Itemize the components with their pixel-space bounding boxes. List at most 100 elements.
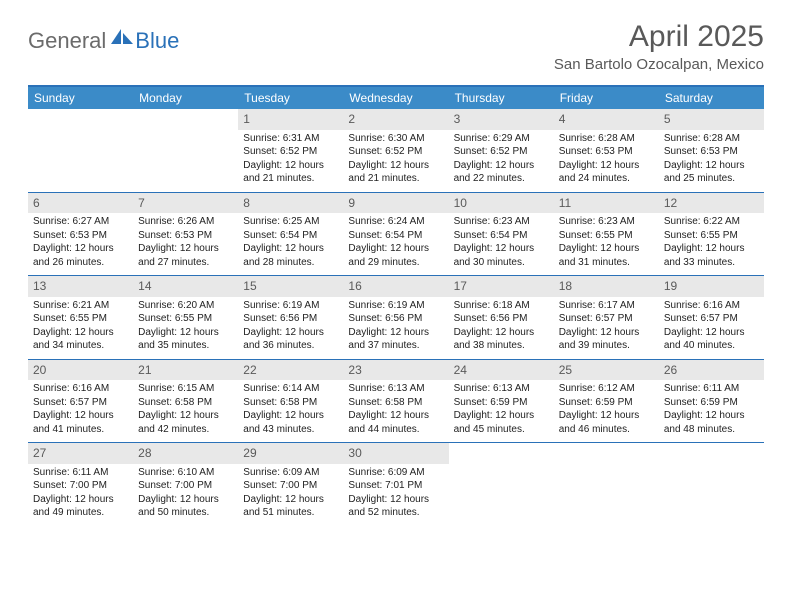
daylight-text: Daylight: 12 hours and 33 minutes. xyxy=(664,242,759,269)
day-header: Friday xyxy=(554,87,659,109)
day-body: Sunrise: 6:28 AMSunset: 6:53 PMDaylight:… xyxy=(659,130,764,192)
day-cell xyxy=(449,443,554,526)
sunrise-text: Sunrise: 6:25 AM xyxy=(243,215,338,229)
sunset-text: Sunset: 6:58 PM xyxy=(138,396,233,410)
day-body: Sunrise: 6:16 AMSunset: 6:57 PMDaylight:… xyxy=(659,297,764,359)
sunset-text: Sunset: 6:54 PM xyxy=(454,229,549,243)
day-body: Sunrise: 6:24 AMSunset: 6:54 PMDaylight:… xyxy=(343,213,448,275)
day-body: Sunrise: 6:11 AMSunset: 6:59 PMDaylight:… xyxy=(659,380,764,442)
daylight-text: Daylight: 12 hours and 51 minutes. xyxy=(243,493,338,520)
sunset-text: Sunset: 6:56 PM xyxy=(454,312,549,326)
header: General Blue April 2025 San Bartolo Ozoc… xyxy=(28,20,764,73)
sunrise-text: Sunrise: 6:15 AM xyxy=(138,382,233,396)
sunrise-text: Sunrise: 6:19 AM xyxy=(243,299,338,313)
sunrise-text: Sunrise: 6:09 AM xyxy=(243,466,338,480)
day-number: 19 xyxy=(664,279,677,293)
day-body: Sunrise: 6:25 AMSunset: 6:54 PMDaylight:… xyxy=(238,213,343,275)
sunrise-text: Sunrise: 6:30 AM xyxy=(348,132,443,146)
day-number: 9 xyxy=(348,196,355,210)
day-number-strip: 23 xyxy=(343,360,448,381)
day-number: 7 xyxy=(138,196,145,210)
day-number-strip: 17 xyxy=(449,276,554,297)
week-row: 1Sunrise: 6:31 AMSunset: 6:52 PMDaylight… xyxy=(28,109,764,192)
daylight-text: Daylight: 12 hours and 44 minutes. xyxy=(348,409,443,436)
day-body: Sunrise: 6:14 AMSunset: 6:58 PMDaylight:… xyxy=(238,380,343,442)
sunrise-text: Sunrise: 6:31 AM xyxy=(243,132,338,146)
sunrise-text: Sunrise: 6:16 AM xyxy=(33,382,128,396)
sunset-text: Sunset: 6:57 PM xyxy=(33,396,128,410)
day-number: 18 xyxy=(559,279,572,293)
day-body: Sunrise: 6:20 AMSunset: 6:55 PMDaylight:… xyxy=(133,297,238,359)
daylight-text: Daylight: 12 hours and 31 minutes. xyxy=(559,242,654,269)
sunrise-text: Sunrise: 6:28 AM xyxy=(664,132,759,146)
day-cell xyxy=(133,109,238,192)
day-body: Sunrise: 6:19 AMSunset: 6:56 PMDaylight:… xyxy=(343,297,448,359)
day-body: Sunrise: 6:19 AMSunset: 6:56 PMDaylight:… xyxy=(238,297,343,359)
daylight-text: Daylight: 12 hours and 39 minutes. xyxy=(559,326,654,353)
sunrise-text: Sunrise: 6:27 AM xyxy=(33,215,128,229)
daylight-text: Daylight: 12 hours and 41 minutes. xyxy=(33,409,128,436)
logo-text-general: General xyxy=(28,28,106,54)
daylight-text: Daylight: 12 hours and 34 minutes. xyxy=(33,326,128,353)
sunrise-text: Sunrise: 6:21 AM xyxy=(33,299,128,313)
location-subtitle: San Bartolo Ozocalpan, Mexico xyxy=(554,56,764,73)
day-number-strip: 7 xyxy=(133,193,238,214)
daylight-text: Daylight: 12 hours and 46 minutes. xyxy=(559,409,654,436)
day-number: 20 xyxy=(33,363,46,377)
day-body: Sunrise: 6:16 AMSunset: 6:57 PMDaylight:… xyxy=(28,380,133,442)
sunset-text: Sunset: 6:59 PM xyxy=(454,396,549,410)
day-cell: 14 Sunrise: 6:20 AMSunset: 6:55 PMDayligh… xyxy=(133,276,238,359)
day-number: 14 xyxy=(138,279,151,293)
day-number: 21 xyxy=(138,363,151,377)
sunset-text: Sunset: 6:57 PM xyxy=(559,312,654,326)
daylight-text: Daylight: 12 hours and 45 minutes. xyxy=(454,409,549,436)
day-number-strip: 1 xyxy=(238,109,343,130)
daylight-text: Daylight: 12 hours and 30 minutes. xyxy=(454,242,549,269)
day-body: Sunrise: 6:30 AMSunset: 6:52 PMDaylight:… xyxy=(343,130,448,192)
day-body: Sunrise: 6:22 AMSunset: 6:55 PMDaylight:… xyxy=(659,213,764,275)
day-cell: 24Sunrise: 6:13 AMSunset: 6:59 PMDayligh… xyxy=(449,360,554,443)
day-cell: 10Sunrise: 6:23 AMSunset: 6:54 PMDayligh… xyxy=(449,193,554,276)
day-body: Sunrise: 6:12 AMSunset: 6:59 PMDaylight:… xyxy=(554,380,659,442)
page-title: April 2025 xyxy=(554,20,764,54)
title-block: April 2025 San Bartolo Ozocalpan, Mexico xyxy=(554,20,764,73)
sunset-text: Sunset: 6:58 PM xyxy=(348,396,443,410)
day-number-strip: 3 xyxy=(449,109,554,130)
sunset-text: Sunset: 6:53 PM xyxy=(138,229,233,243)
day-body: Sunrise: 6:17 AMSunset: 6:57 PMDaylight:… xyxy=(554,297,659,359)
sunrise-text: Sunrise: 6:18 AM xyxy=(454,299,549,313)
day-cell xyxy=(554,443,659,526)
sunset-text: Sunset: 6:59 PM xyxy=(664,396,759,410)
day-header: Monday xyxy=(133,87,238,109)
day-cell: 20 Sunrise: 6:16 AMSunset: 6:57 PMDayligh… xyxy=(28,360,133,443)
sunrise-text: Sunrise: 6:13 AM xyxy=(454,382,549,396)
day-number-strip: 14 xyxy=(133,276,238,297)
day-cell: 25 Sunrise: 6:12 AMSunset: 6:59 PMDayligh… xyxy=(554,360,659,443)
sunset-text: Sunset: 6:52 PM xyxy=(243,145,338,159)
day-number-strip: 16 xyxy=(343,276,448,297)
day-number-strip: 10 xyxy=(449,193,554,214)
sunset-text: Sunset: 6:58 PM xyxy=(243,396,338,410)
day-body: Sunrise: 6:26 AMSunset: 6:53 PMDaylight:… xyxy=(133,213,238,275)
day-header-row: SundayMondayTuesdayWednesdayThursdayFrid… xyxy=(28,87,764,109)
day-cell: 11Sunrise: 6:23 AMSunset: 6:55 PMDayligh… xyxy=(554,193,659,276)
day-body: Sunrise: 6:28 AMSunset: 6:53 PMDaylight:… xyxy=(554,130,659,192)
day-number-strip: 19 xyxy=(659,276,764,297)
daylight-text: Daylight: 12 hours and 43 minutes. xyxy=(243,409,338,436)
daylight-text: Daylight: 12 hours and 26 minutes. xyxy=(33,242,128,269)
sunrise-text: Sunrise: 6:23 AM xyxy=(559,215,654,229)
sunrise-text: Sunrise: 6:19 AM xyxy=(348,299,443,313)
day-cell: 2Sunrise: 6:30 AMSunset: 6:52 PMDaylight… xyxy=(343,109,448,192)
sunrise-text: Sunrise: 6:29 AM xyxy=(454,132,549,146)
sunrise-text: Sunrise: 6:23 AM xyxy=(454,215,549,229)
day-cell: 21Sunrise: 6:15 AMSunset: 6:58 PMDayligh… xyxy=(133,360,238,443)
daylight-text: Daylight: 12 hours and 27 minutes. xyxy=(138,242,233,269)
day-number: 25 xyxy=(559,363,572,377)
sunrise-text: Sunrise: 6:20 AM xyxy=(138,299,233,313)
sunrise-text: Sunrise: 6:12 AM xyxy=(559,382,654,396)
sunset-text: Sunset: 6:56 PM xyxy=(348,312,443,326)
day-body: Sunrise: 6:23 AMSunset: 6:54 PMDaylight:… xyxy=(449,213,554,275)
sunset-text: Sunset: 6:56 PM xyxy=(243,312,338,326)
day-number-strip: 25 xyxy=(554,360,659,381)
day-body: Sunrise: 6:09 AMSunset: 7:01 PMDaylight:… xyxy=(343,464,448,526)
